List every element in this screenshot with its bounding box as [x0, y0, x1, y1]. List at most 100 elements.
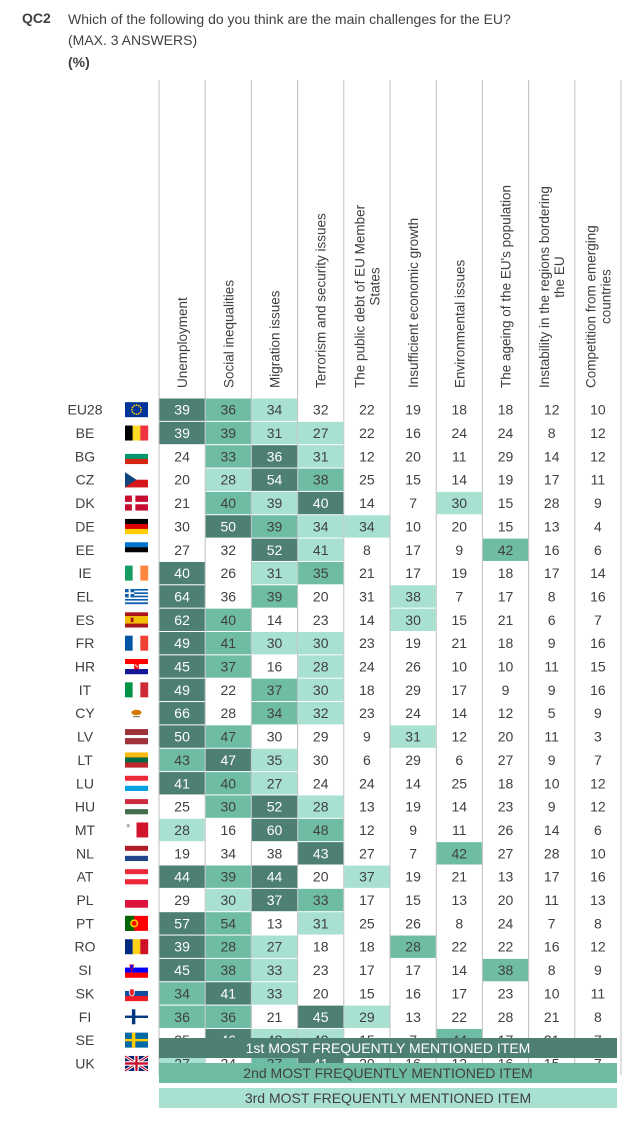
nl-flag	[125, 845, 148, 862]
value-cell: 19	[405, 635, 421, 651]
value-cell: 12	[590, 448, 606, 464]
value-cell: 12	[359, 448, 375, 464]
value-cell: 17	[405, 962, 421, 978]
value-cell: 30	[452, 495, 468, 511]
value-cell: 54	[267, 472, 283, 488]
value-cell: 18	[498, 402, 514, 418]
rank-cell-fill	[159, 585, 205, 608]
value-cell: 37	[359, 869, 375, 885]
fr-flag	[125, 635, 149, 651]
value-cell: 17	[452, 985, 468, 1001]
rank-cell-fill	[159, 912, 205, 935]
column-header: Environmental issues	[452, 259, 467, 388]
rank-cell-fill	[482, 538, 529, 561]
value-cell: 26	[498, 822, 514, 838]
value-cell: 28	[405, 939, 421, 955]
value-cell: 41	[313, 542, 329, 558]
country-code: UK	[75, 1055, 95, 1071]
rank-cell-fill	[298, 538, 344, 561]
value-cell: 40	[221, 775, 237, 791]
country-code: DE	[75, 518, 94, 534]
value-cell: 32	[313, 705, 329, 721]
value-cell: 11	[544, 729, 559, 745]
value-cell: 32	[313, 402, 329, 418]
value-cell: 14	[452, 705, 468, 721]
value-cell: 3	[594, 729, 602, 745]
value-cell: 9	[548, 799, 556, 815]
value-cell: 16	[544, 542, 560, 558]
rank-cell-fill	[298, 842, 344, 865]
value-cell: 27	[267, 775, 283, 791]
country-code: AT	[77, 869, 94, 885]
value-cell: 8	[548, 425, 556, 441]
ro-flag	[125, 939, 149, 955]
country-code: BE	[76, 425, 95, 441]
value-cell: 28	[544, 845, 560, 861]
value-cell: 11	[452, 822, 467, 838]
question-subtext: (MAX. 3 ANSWERS)	[68, 32, 198, 48]
value-cell: 16	[590, 682, 606, 698]
value-cell: 23	[359, 635, 375, 651]
value-cell: 25	[174, 799, 190, 815]
value-cell: 29	[313, 729, 329, 745]
value-cell: 30	[405, 612, 421, 628]
column-header: Competition from emerging countries	[583, 225, 613, 388]
value-cell: 47	[221, 729, 237, 745]
rank-cell-fill	[159, 865, 205, 888]
value-cell: 6	[594, 542, 602, 558]
column-header-line: The ageing of the EU's population	[499, 185, 514, 388]
rank-cell-fill	[298, 678, 344, 702]
rank-cell-fill	[205, 655, 251, 678]
value-cell: 42	[498, 542, 514, 558]
value-cell: 13	[590, 892, 606, 908]
value-cell: 8	[548, 962, 556, 978]
value-cell: 11	[544, 892, 559, 908]
value-cell: 9	[548, 752, 556, 768]
rank-cell-fill	[390, 935, 436, 958]
value-cell: 41	[221, 985, 237, 1001]
value-cell: 23	[498, 799, 514, 815]
value-cell: 22	[498, 939, 514, 955]
rank-cell-fill	[205, 632, 251, 655]
rank-cell-fill	[159, 982, 205, 1005]
rank-cell-fill	[159, 608, 205, 631]
value-cell: 16	[590, 635, 606, 651]
rank-cell-fill	[298, 795, 344, 818]
value-cell: 33	[267, 985, 283, 1001]
value-cell: 34	[174, 985, 190, 1001]
country-code: IE	[78, 565, 91, 581]
rank-cell-fill	[205, 982, 251, 1005]
country-code: HR	[75, 659, 95, 675]
rank-cell-fill	[205, 772, 251, 795]
rank-cell-fill	[344, 515, 390, 538]
sk-flag	[125, 985, 148, 1002]
value-cell: 16	[590, 588, 606, 604]
rank-cell-fill	[159, 772, 205, 795]
it-flag	[125, 682, 149, 698]
value-cell: 17	[405, 565, 421, 581]
rank-cell-fill	[205, 608, 251, 631]
value-cell: 24	[452, 425, 468, 441]
value-cell: 15	[405, 892, 421, 908]
rank-cell-fill	[298, 702, 344, 725]
value-cell: 24	[313, 775, 329, 791]
at-flag	[125, 869, 148, 885]
column-header: Terrorism and security issues	[314, 213, 329, 388]
value-cell: 10	[544, 775, 560, 791]
be-flag	[125, 425, 149, 441]
value-cell: 16	[544, 939, 560, 955]
rank-cell-fill	[298, 655, 344, 678]
value-cell: 38	[267, 845, 283, 861]
value-cell: 20	[313, 588, 329, 604]
legend-swatch	[159, 1038, 617, 1058]
value-cell: 28	[221, 939, 237, 955]
value-cell: 34	[221, 845, 237, 861]
value-cell: 50	[221, 518, 237, 534]
rank-cell-fill	[436, 842, 482, 865]
rank-cell-fill	[251, 538, 298, 561]
rank-cell-fill	[159, 398, 205, 421]
value-cell: 30	[313, 635, 329, 651]
value-cell: 30	[313, 682, 329, 698]
value-cell: 18	[498, 635, 514, 651]
value-cell: 28	[174, 822, 190, 838]
